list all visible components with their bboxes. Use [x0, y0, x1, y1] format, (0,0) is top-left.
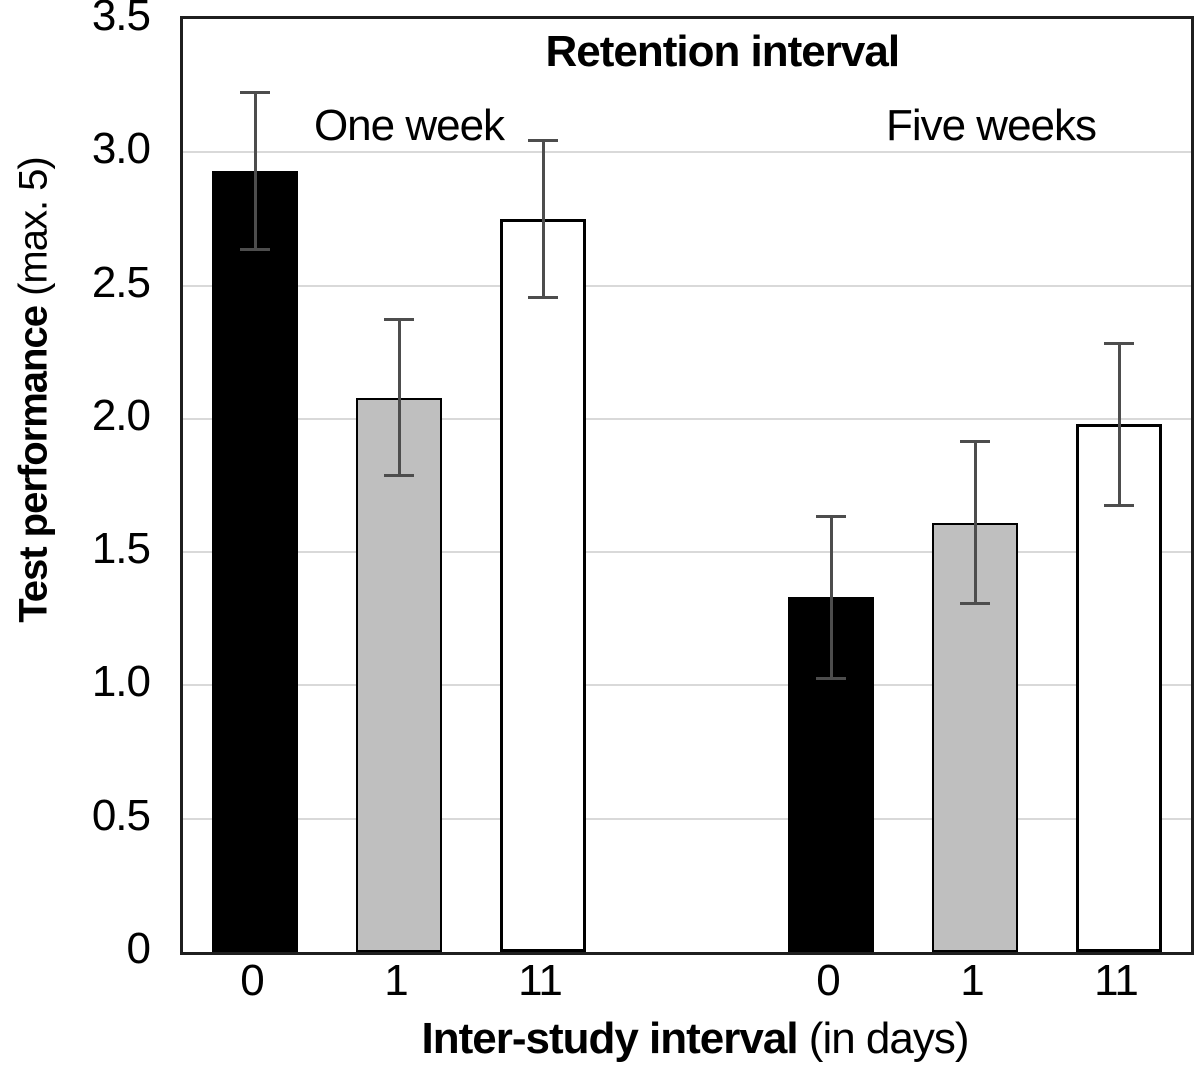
x-axis-title-unit: (in days)	[797, 1014, 970, 1063]
error-bar-five-weeks-isi-11	[1104, 341, 1134, 507]
gridline-2.0	[183, 417, 1191, 420]
bar-five-weeks-isi-11	[1076, 424, 1162, 952]
x-tick-label-five-weeks-0: 0	[816, 956, 841, 1005]
error-bar-part	[240, 90, 270, 94]
y-tick-label-1.5: 1.5	[91, 524, 151, 574]
x-axis-title-main: Inter-study interval	[421, 1014, 798, 1063]
error-bar-one-week-isi-11	[528, 138, 558, 299]
error-bar-part	[829, 514, 833, 681]
error-bar-part	[384, 317, 414, 321]
bar-five-weeks-isi-1	[932, 522, 1018, 952]
gridline-3.0	[183, 151, 1191, 154]
y-tick-label-3.5: 3.5	[91, 0, 151, 40]
x-tick-label-five-weeks-1: 1	[960, 956, 985, 1005]
x-tick-label-one-week-1: 1	[384, 956, 409, 1005]
y-tick-label-2.0: 2.0	[91, 390, 151, 440]
y-tick-label-0.5: 0.5	[91, 790, 151, 840]
gridline-1.5	[183, 551, 1191, 554]
plot-area: Retention interval One week Five weeks	[180, 16, 1194, 955]
error-bar-five-weeks-isi-0	[816, 514, 846, 681]
gridline-1.0	[183, 684, 1191, 687]
bar-one-week-isi-1	[356, 397, 442, 952]
error-bar-part	[1104, 341, 1134, 345]
bar-one-week-isi-11	[500, 218, 586, 952]
y-tick-label-2.5: 2.5	[91, 257, 151, 307]
error-bar-part	[1117, 341, 1121, 507]
gridline-2.5	[183, 284, 1191, 287]
error-bar-part	[1104, 503, 1134, 507]
error-bar-part	[816, 677, 846, 681]
chart-title: Retention interval	[545, 27, 900, 76]
y-axis-title-main: Test performance	[11, 306, 56, 623]
x-tick-label-one-week-11: 11	[518, 956, 563, 1005]
error-bar-one-week-isi-0	[240, 90, 270, 251]
error-bar-one-week-isi-1	[384, 317, 414, 478]
error-bar-part	[960, 602, 990, 606]
y-tick-label-0: 0	[126, 924, 151, 973]
error-bar-part	[816, 514, 846, 518]
error-bar-part	[541, 138, 545, 299]
y-tick-label-1.0: 1.0	[91, 657, 151, 707]
x-tick-label-five-weeks-11: 11	[1094, 956, 1139, 1005]
error-bar-part	[528, 295, 558, 299]
error-bar-five-weeks-isi-1	[960, 440, 990, 606]
bar-one-week-isi-0	[212, 170, 298, 952]
gridline-0.5	[183, 817, 1191, 820]
error-bar-part	[384, 474, 414, 478]
error-bar-part	[960, 440, 990, 444]
y-tick-label-3.0: 3.0	[91, 124, 151, 174]
error-bar-part	[397, 317, 401, 478]
x-tick-label-one-week-0: 0	[240, 956, 265, 1005]
error-bar-part	[253, 90, 257, 251]
error-bar-part	[528, 138, 558, 142]
group-label-one-week: One week	[313, 101, 505, 150]
group-label-five-weeks: Five weeks	[885, 101, 1097, 150]
error-bar-part	[973, 440, 977, 606]
error-bar-part	[240, 247, 270, 251]
x-axis-title: Inter-study interval (in days)	[421, 1014, 970, 1064]
